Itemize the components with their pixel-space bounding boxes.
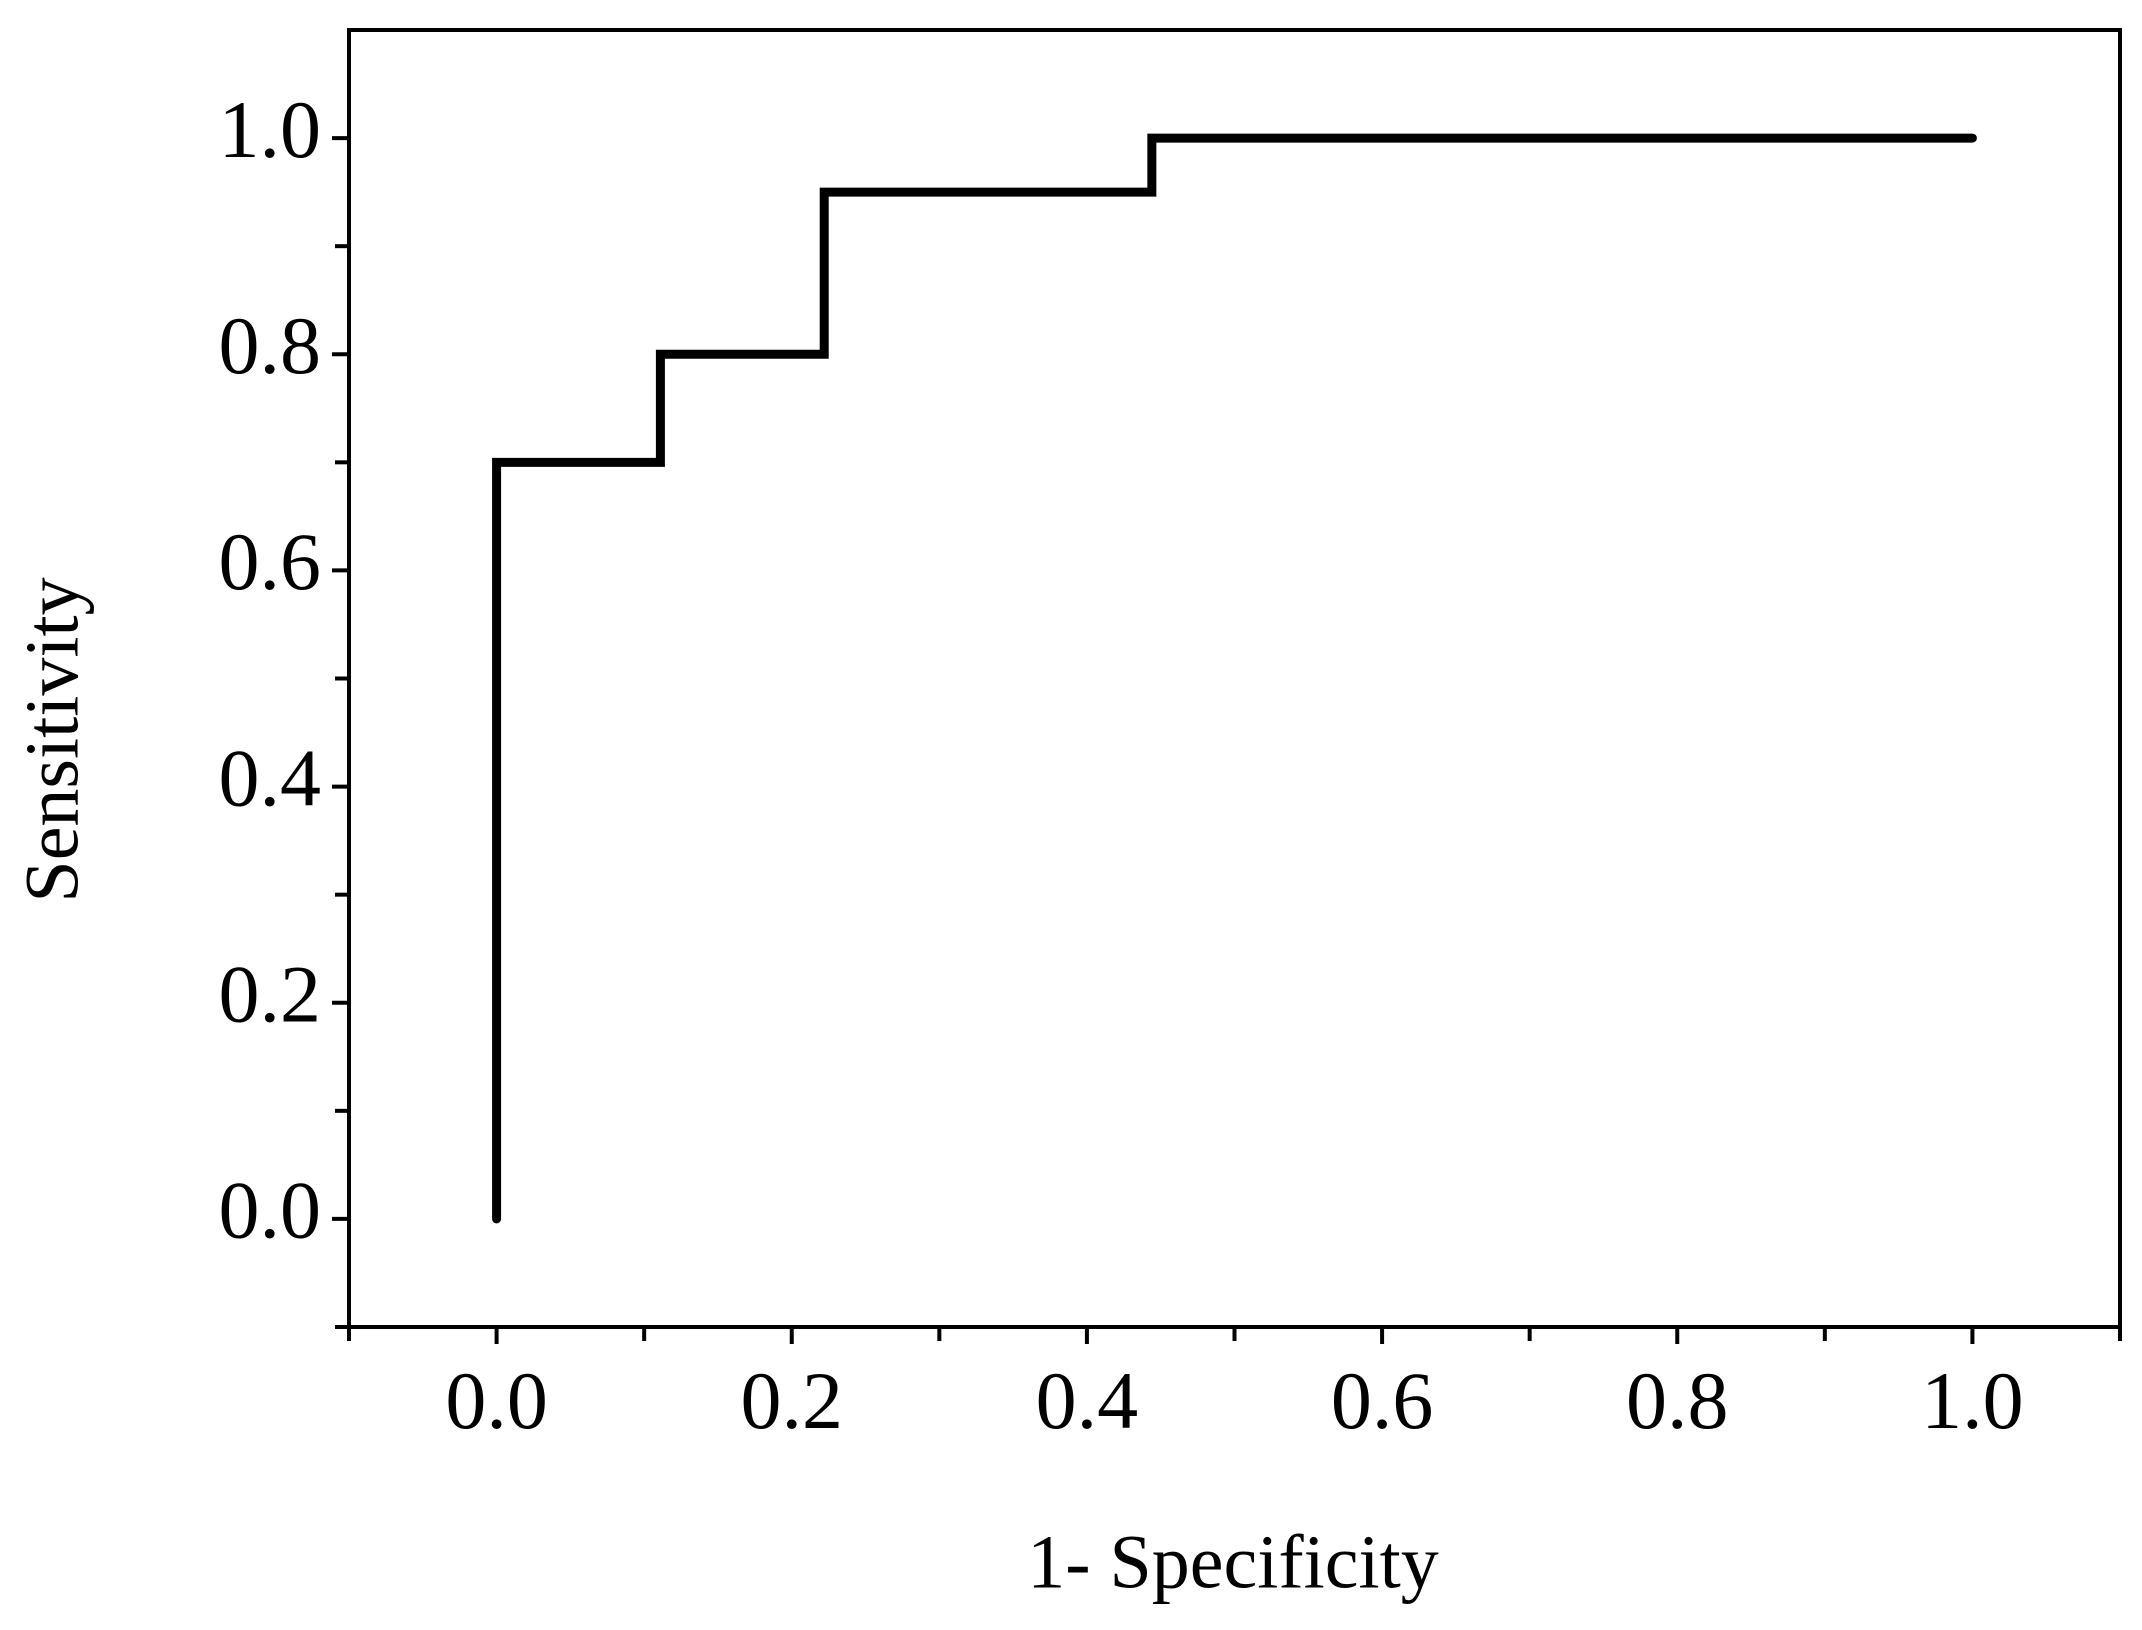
- x-tick-label: 0.6: [1331, 1355, 1434, 1446]
- x-tick-label: 0.8: [1626, 1355, 1729, 1446]
- plot-frame: [347, 28, 2122, 1329]
- x-tick-label: 0.4: [1036, 1355, 1139, 1446]
- y-axis-title: Sensitivity: [10, 577, 94, 902]
- y-tick-label: 0.2: [219, 949, 322, 1040]
- y-tick-label: 1.0: [219, 84, 322, 175]
- y-tick-label: 0.0: [219, 1165, 322, 1256]
- y-tick-label: 0.8: [219, 300, 322, 391]
- x-tick-label: 1.0: [1921, 1355, 2024, 1446]
- x-tick-label: 0.0: [445, 1355, 548, 1446]
- y-tick-label: 0.4: [219, 732, 322, 823]
- y-tick-label: 0.6: [219, 516, 322, 607]
- roc-line: [492, 133, 1977, 1224]
- x-axis-title: 1- Specificity: [1027, 1520, 1439, 1604]
- x-tick-label: 0.2: [741, 1355, 844, 1446]
